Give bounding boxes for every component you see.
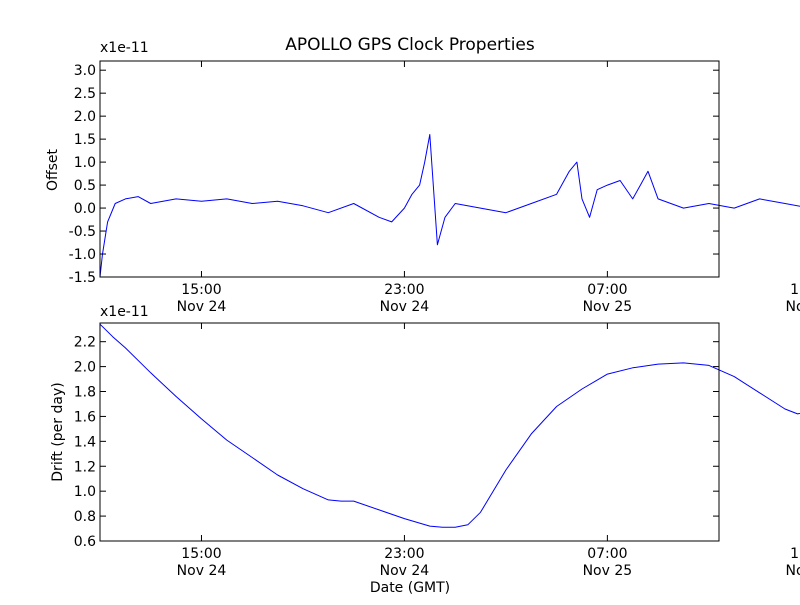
series-line-1-0 [99, 323, 800, 528]
x-tick-time-0-0: 15:00 [181, 282, 221, 298]
y-tick-label-1-3: 1.2 [74, 459, 96, 475]
plot-frame-1 [99, 322, 720, 542]
y-tick-label-1-8: 2.2 [74, 335, 96, 351]
y-tick-label-1-2: 1.0 [74, 484, 96, 500]
y-tick-label-0-9: 3.0 [74, 63, 96, 79]
x-tick-date-0-0: Nov 24 [177, 299, 227, 315]
x-tick-time-0-2: 07:00 [587, 282, 627, 298]
x-tick-date-1-2: Nov 25 [583, 563, 633, 579]
y-tick-label-0-1: -1.0 [69, 247, 96, 263]
drift-panel: x1e-11 Drift (per day) 0.6 0.8 1.0 1.2 1.4 1.… [50, 304, 800, 579]
x-tick-date-1-3: Nov 25 [786, 563, 800, 579]
x-axis-label: Date (GMT) [370, 580, 450, 596]
x-tick-date-0-1: Nov 24 [380, 299, 430, 315]
y-tick-label-1-6: 1.8 [74, 385, 96, 401]
y-tick-label-0-7: 2.0 [74, 109, 96, 125]
x-tick-date-0-3: Nov 25 [786, 299, 800, 315]
y-tick-label-0-2: -0.5 [69, 224, 96, 240]
y-tick-label-0-5: 1.0 [74, 155, 96, 171]
y-tick-label-0-8: 2.5 [74, 86, 96, 102]
x-tick-date-0-2: Nov 25 [583, 299, 633, 315]
offset-multiplier: x1e-11 [100, 40, 149, 56]
offset-panel: x1e-11 Offset -1.5 -1.0 -0.5 0.0 0.5 1.0 1.5 2.… [45, 40, 800, 315]
y-tick-label-1-4: 1.4 [74, 434, 96, 450]
drift-multiplier: x1e-11 [100, 304, 149, 320]
x-tick-date-1-0: Nov 24 [177, 563, 227, 579]
x-tick-time-1-0: 15:00 [181, 546, 221, 562]
y-tick-label-1-5: 1.6 [74, 409, 96, 425]
x-tick-time-0-3: 15:00 [790, 282, 800, 298]
series-line-0-0 [99, 134, 800, 278]
x-tick-time-1-2: 07:00 [587, 546, 627, 562]
y-tick-label-1-0: 0.6 [74, 534, 96, 550]
drift-y-axis-label: Drift (per day) [50, 382, 66, 481]
offset-y-axis-label: Offset [45, 148, 61, 191]
y-tick-label-1-1: 0.8 [74, 509, 96, 525]
y-tick-label-0-6: 1.5 [74, 132, 96, 148]
y-tick-label-0-3: 0.0 [74, 201, 96, 217]
plot-frame-0 [99, 60, 720, 278]
x-tick-time-0-1: 23:00 [384, 282, 424, 298]
y-tick-label-1-7: 2.0 [74, 360, 96, 376]
chart-title: APOLLO GPS Clock Properties [285, 35, 535, 55]
y-tick-label-0-4: 0.5 [74, 178, 96, 194]
x-tick-time-1-3: 15:00 [790, 546, 800, 562]
y-tick-label-0-0: -1.5 [69, 270, 96, 286]
x-tick-date-1-1: Nov 24 [380, 563, 430, 579]
x-tick-time-1-1: 23:00 [384, 546, 424, 562]
